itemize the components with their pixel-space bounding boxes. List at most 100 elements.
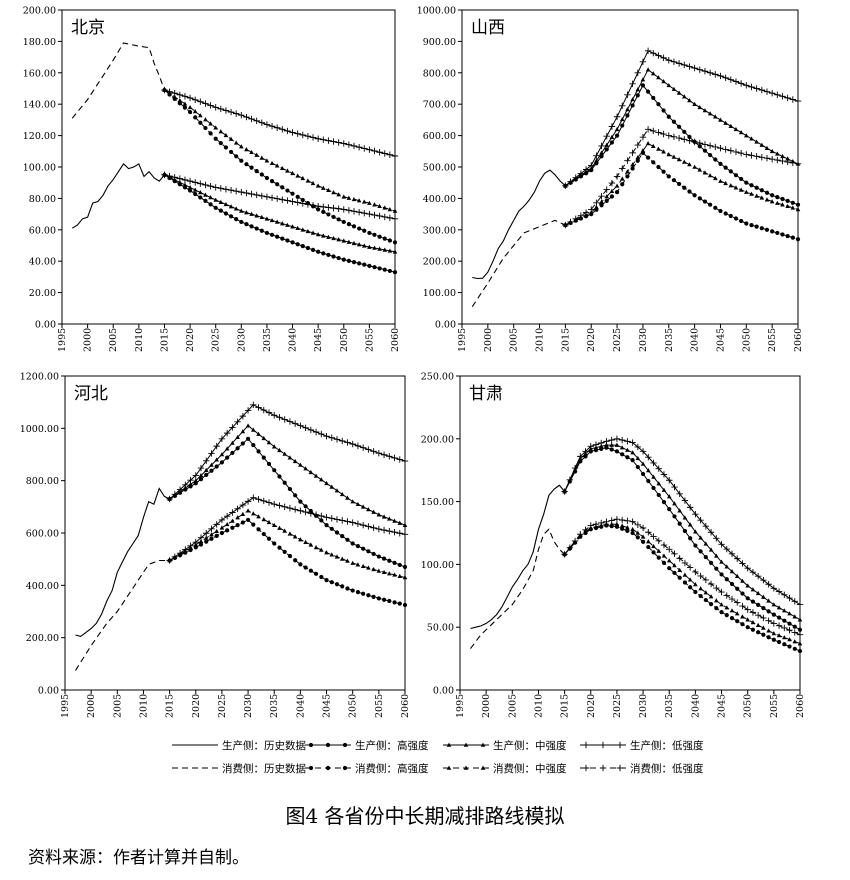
x-tick-label: 2005 bbox=[507, 694, 518, 718]
data-point bbox=[787, 611, 792, 616]
data-point bbox=[661, 79, 666, 84]
data-point bbox=[789, 159, 797, 167]
data-point bbox=[722, 146, 729, 153]
data-point bbox=[706, 142, 714, 149]
data-point bbox=[703, 555, 708, 560]
legend-marker bbox=[325, 765, 331, 771]
data-point bbox=[692, 193, 697, 198]
data-point bbox=[402, 522, 408, 527]
data-point bbox=[386, 527, 393, 535]
data-point bbox=[341, 238, 347, 243]
data-point bbox=[367, 200, 372, 205]
data-point bbox=[266, 536, 272, 541]
data-point bbox=[644, 47, 652, 55]
data-point bbox=[634, 141, 641, 149]
data-point bbox=[269, 179, 275, 184]
data-point bbox=[297, 507, 304, 514]
data-point bbox=[754, 193, 759, 198]
data-point bbox=[274, 219, 280, 224]
data-point bbox=[271, 501, 278, 508]
data-point bbox=[387, 206, 393, 212]
x-tick-label: 2050 bbox=[348, 694, 359, 718]
data-point bbox=[329, 552, 335, 557]
data-point bbox=[377, 246, 382, 251]
data-point bbox=[362, 262, 367, 267]
data-point bbox=[651, 160, 656, 165]
data-point bbox=[640, 534, 646, 539]
data-point bbox=[225, 455, 230, 460]
y-tick-label: 250.00 bbox=[421, 372, 454, 383]
data-point bbox=[319, 574, 324, 580]
data-point bbox=[244, 222, 249, 227]
data-point bbox=[727, 147, 734, 154]
data-point bbox=[750, 587, 756, 592]
y-tick-label: 1000.00 bbox=[417, 6, 456, 17]
data-point bbox=[287, 553, 293, 559]
x-tick-label: 2055 bbox=[769, 694, 780, 718]
data-point bbox=[609, 188, 615, 193]
x-tick-label: 2015 bbox=[159, 328, 170, 352]
data-point bbox=[744, 189, 749, 194]
data-point bbox=[377, 234, 382, 239]
data-point bbox=[629, 518, 636, 525]
data-point bbox=[666, 114, 671, 119]
data-point bbox=[355, 209, 363, 216]
data-point bbox=[769, 148, 775, 154]
data-point bbox=[334, 488, 340, 493]
data-point bbox=[198, 538, 204, 544]
data-point bbox=[222, 186, 230, 193]
data-point bbox=[604, 442, 609, 447]
data-point bbox=[567, 178, 574, 185]
legend-label: 生产侧：中强度 bbox=[493, 739, 567, 752]
y-tick-label: 50.00 bbox=[427, 623, 454, 634]
data-point bbox=[382, 236, 387, 241]
legend-marker bbox=[480, 742, 486, 747]
data-point bbox=[782, 635, 787, 640]
legend-marker bbox=[446, 742, 452, 747]
data-point bbox=[754, 185, 759, 190]
data-point bbox=[740, 591, 745, 596]
data-point bbox=[294, 199, 301, 206]
data-point bbox=[698, 593, 703, 599]
data-point bbox=[310, 180, 316, 186]
series-line bbox=[164, 89, 396, 243]
data-point bbox=[261, 516, 267, 522]
legend-marker bbox=[463, 765, 469, 770]
data-point bbox=[266, 461, 272, 467]
data-point bbox=[625, 525, 630, 530]
data-point bbox=[750, 627, 756, 632]
data-point bbox=[324, 578, 329, 583]
data-point bbox=[265, 409, 273, 416]
x-tick-label: 2045 bbox=[313, 328, 324, 352]
data-point bbox=[676, 490, 683, 498]
y-tick-label: 0.00 bbox=[38, 686, 59, 697]
data-point bbox=[203, 198, 208, 204]
series-消费侧：中强度 bbox=[562, 521, 803, 646]
data-point bbox=[625, 174, 630, 179]
x-tick-label: 1995 bbox=[455, 694, 466, 718]
data-point bbox=[614, 133, 620, 138]
series-line bbox=[75, 487, 170, 638]
data-point bbox=[640, 77, 646, 82]
data-point bbox=[230, 440, 235, 445]
data-point bbox=[687, 522, 693, 527]
data-point bbox=[253, 191, 260, 199]
data-point bbox=[748, 152, 755, 159]
data-point bbox=[782, 642, 787, 647]
data-point bbox=[326, 234, 331, 239]
chart-title: 甘肃 bbox=[469, 384, 503, 404]
data-point bbox=[203, 457, 210, 464]
data-point bbox=[763, 155, 771, 162]
data-point bbox=[656, 555, 661, 560]
data-point bbox=[719, 610, 724, 615]
data-point bbox=[625, 113, 630, 118]
data-point bbox=[759, 188, 764, 193]
data-point bbox=[276, 414, 283, 421]
data-point bbox=[666, 494, 672, 499]
data-point bbox=[269, 217, 275, 223]
legend-label: 生产侧：历史数据 bbox=[222, 739, 306, 752]
data-point bbox=[386, 151, 394, 158]
data-point bbox=[275, 234, 280, 239]
data-point bbox=[203, 117, 208, 122]
data-point bbox=[703, 590, 709, 595]
